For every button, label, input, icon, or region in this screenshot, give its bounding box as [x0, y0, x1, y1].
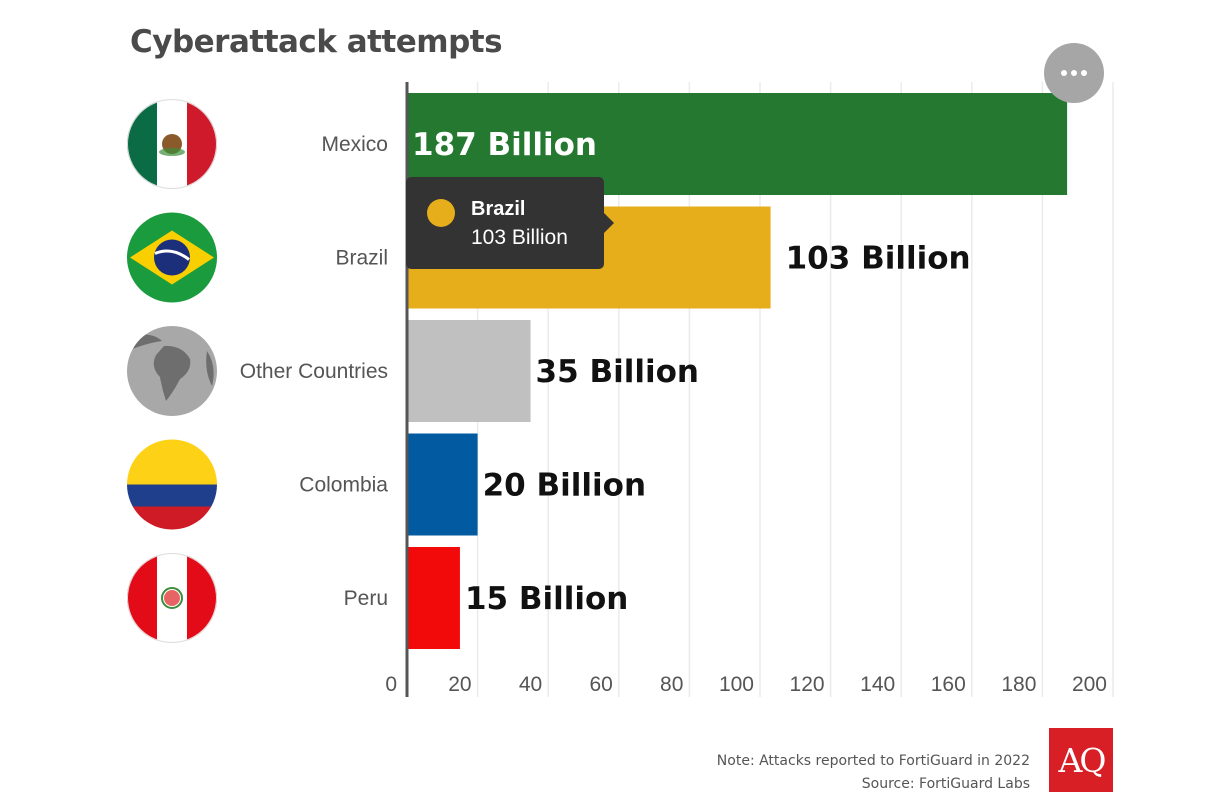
data-label: 187 Billion [412, 127, 597, 163]
bar [407, 433, 478, 536]
brazil-flag-icon-body [127, 212, 217, 303]
tooltip-value: 103 Billion [471, 226, 568, 249]
globe-icon-body [127, 326, 217, 416]
data-label: 35 Billion [536, 354, 699, 390]
colombia-flag-icon-body [127, 439, 217, 530]
footer: Note: Attacks reported to FortiGuard in … [717, 750, 1030, 796]
bar [407, 320, 531, 422]
x-tick-label: 20 [448, 673, 471, 696]
flag-stripe [127, 553, 157, 643]
x-tick-label: 0 [385, 673, 397, 696]
aq-logo: AQ [1049, 728, 1113, 792]
x-tick-label: 80 [660, 673, 683, 696]
data-label: 20 Billion [483, 468, 646, 504]
footer-source: Source: FortiGuard Labs [861, 776, 1030, 792]
flag-stripe [127, 484, 217, 507]
flag-stripe [187, 553, 217, 643]
flag-stripe [187, 99, 217, 189]
flag-band [154, 249, 190, 261]
category-label: Other Countries [240, 360, 388, 383]
tooltip-color-dot-icon [427, 199, 455, 227]
more-dot-icon [1081, 70, 1087, 76]
x-tick-label: 120 [790, 673, 825, 696]
category-label: Peru [344, 587, 388, 610]
data-labels: 187 Billion 103 Billion 35 Billion 20 Billi… [412, 127, 971, 617]
x-tick-label: 180 [1001, 673, 1036, 696]
x-tick-label: 160 [931, 673, 966, 696]
x-axis-ticks: 0 20 40 60 80 100 120 140 160 180 200 [385, 673, 1107, 696]
x-tick-label: 40 [519, 673, 542, 696]
tooltip-name: Brazil [471, 198, 526, 220]
peru-flag-icon-body [127, 553, 217, 643]
category-label: Mexico [321, 133, 388, 156]
mexico-flag-icon [127, 99, 217, 189]
flag-stripe [127, 506, 217, 530]
category-label: Colombia [299, 474, 388, 497]
peru-flag-icon [127, 553, 217, 643]
flag-stripe [127, 439, 217, 485]
more-dot-icon [1061, 70, 1067, 76]
globe-icon [127, 326, 217, 416]
data-label: 15 Billion [465, 581, 628, 617]
x-tick-label: 200 [1072, 673, 1107, 696]
category-icons [127, 99, 217, 643]
x-tick-label: 100 [719, 673, 754, 696]
more-dot-icon [1071, 70, 1077, 76]
data-label: 103 Billion [786, 241, 971, 277]
bar [407, 547, 460, 649]
tooltip: Brazil 103 Billion [406, 177, 614, 269]
icon-border [127, 553, 217, 643]
footer-note: Note: Attacks reported to FortiGuard in … [716, 753, 1030, 769]
emblem-wreath [161, 587, 183, 609]
category-label: Brazil [335, 247, 388, 270]
chart-menu-button[interactable] [1044, 43, 1104, 103]
emblem-wreath [159, 148, 185, 156]
flag-stripe [127, 99, 157, 189]
x-tick-label: 140 [860, 673, 895, 696]
emblem [164, 590, 180, 606]
colombia-flag-icon [127, 439, 217, 530]
brazil-flag-icon [127, 212, 217, 303]
category-labels: Mexico Brazil Other Countries Colombia Peru [240, 133, 389, 610]
globe-continent [153, 345, 191, 401]
chart-title: Cyberattack attempts [130, 24, 503, 60]
icon-border [127, 99, 217, 189]
flag-globe [154, 239, 190, 276]
x-tick-label: 60 [589, 673, 612, 696]
globe-continent [206, 351, 214, 386]
